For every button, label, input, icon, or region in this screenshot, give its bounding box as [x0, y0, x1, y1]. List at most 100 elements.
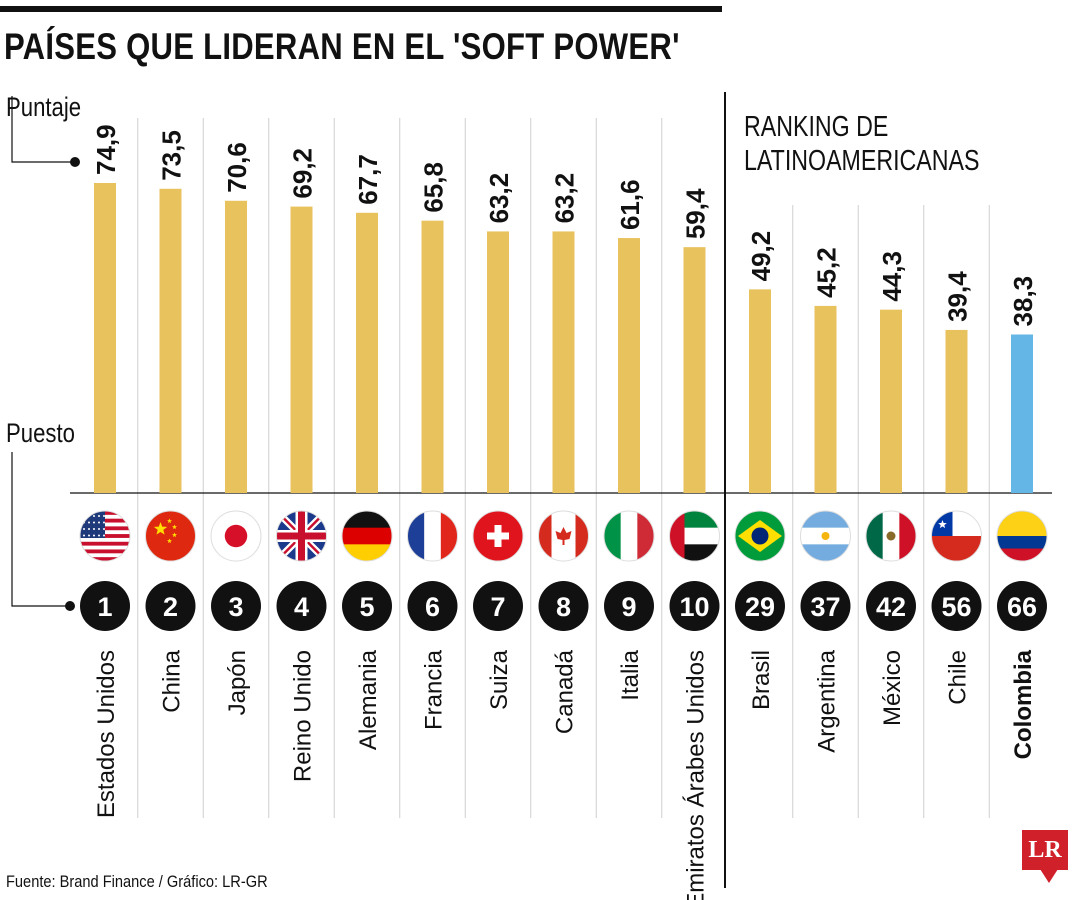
rank-badge	[80, 581, 130, 631]
rank-badge	[800, 581, 851, 631]
bar	[94, 183, 116, 493]
top-rule	[0, 6, 722, 12]
country-label: Reino Unido	[290, 650, 317, 782]
japan-flag-icon	[210, 510, 262, 562]
latam-ranking-title: RANKING DE LATINOAMERICANAS	[744, 110, 979, 178]
country-label: Chile	[945, 650, 972, 705]
brazil-flag-icon	[734, 510, 786, 562]
rank-badge	[604, 581, 654, 631]
bar-value-label: 70,6	[222, 142, 252, 193]
bar	[487, 231, 509, 493]
bar	[225, 200, 247, 493]
rank-axis-label: Puesto	[6, 418, 75, 448]
bar-value-label: 49,2	[746, 231, 776, 282]
latam-title-line1: RANKING DE	[744, 111, 889, 143]
bar	[945, 329, 968, 493]
country-label: Alemania	[355, 649, 382, 750]
country-label: Canadá	[552, 649, 579, 734]
lr-logo-tail	[1040, 869, 1058, 883]
rank-badge	[342, 581, 392, 631]
rank-badge	[473, 581, 523, 631]
bar-value-label: 59,4	[681, 188, 711, 239]
usa-flag-icon	[79, 510, 131, 562]
rank-badge	[931, 581, 982, 631]
country-label: Japón	[224, 650, 251, 715]
rank-number: 7	[490, 592, 505, 622]
rank-number: 10	[679, 592, 709, 622]
uae-flag-icon	[669, 510, 720, 562]
bar	[356, 212, 378, 493]
bar-value-label: 63,2	[550, 173, 580, 224]
country-label: Argentina	[814, 649, 841, 752]
rank-badge	[276, 581, 327, 631]
bar	[159, 188, 182, 494]
score-leader-line	[11, 96, 75, 163]
rank-badge	[538, 581, 589, 631]
rank-number: 1	[97, 592, 112, 622]
bar	[814, 305, 837, 493]
rank-number: 66	[1007, 592, 1037, 622]
rank-number: 4	[294, 592, 309, 622]
bar	[1011, 334, 1033, 493]
canada-flag-icon	[538, 510, 589, 562]
rank-number: 8	[556, 592, 571, 622]
lr-logo: LR	[1022, 830, 1068, 870]
country-label: Italia	[617, 649, 644, 700]
country-label: Francia	[421, 649, 448, 730]
bar-value-label: 73,5	[157, 130, 187, 181]
rank-number: 3	[228, 592, 243, 622]
rank-leader-dot	[65, 601, 75, 611]
argentina-flag-icon	[800, 510, 851, 562]
bar-value-label: 39,4	[943, 271, 973, 322]
bar-value-label: 61,6	[615, 179, 645, 230]
rank-leader-line	[11, 452, 70, 607]
country-label: Suiza	[486, 649, 513, 710]
chart-title: PAÍSES QUE LIDERAN EN EL 'SOFT POWER'	[4, 26, 680, 67]
bar-value-label: 45,2	[812, 247, 842, 298]
uk-flag-icon	[276, 510, 327, 562]
rank-number: 6	[425, 592, 440, 622]
bar	[552, 231, 575, 493]
bar	[749, 289, 771, 493]
rank-number: 5	[359, 592, 374, 622]
bar-value-label: 74,9	[91, 124, 121, 175]
rank-badge	[407, 581, 458, 631]
country-label: Colombia	[1010, 649, 1037, 759]
latam-title-line2: LATINOAMERICANAS	[744, 145, 980, 177]
germany-flag-icon	[341, 510, 393, 562]
bar	[421, 220, 444, 493]
rank-badge	[997, 581, 1047, 631]
bar	[683, 247, 706, 493]
country-label: Brasil	[748, 650, 775, 710]
score-axis-label: Puntaje	[6, 92, 82, 122]
rank-number: 2	[163, 592, 178, 622]
bar-value-label: 44,3	[877, 251, 907, 302]
italy-flag-icon	[603, 510, 655, 562]
bar	[618, 238, 640, 493]
bar-value-label: 38,3	[1008, 276, 1038, 327]
rank-number: 29	[745, 592, 775, 622]
country-label: Estados Unidos	[93, 650, 120, 818]
rank-number: 42	[876, 592, 906, 622]
country-label: Emiratos Árabes Unidos	[683, 650, 710, 900]
rank-number: 9	[621, 592, 636, 622]
switzerland-flag-icon	[472, 510, 524, 562]
bar-value-label: 65,8	[419, 162, 449, 213]
rank-number: 56	[941, 592, 971, 622]
country-label: China	[159, 649, 186, 712]
rank-badge	[735, 581, 785, 631]
score-leader-dot	[70, 157, 80, 167]
chile-flag-icon	[931, 510, 982, 562]
bar	[290, 206, 313, 493]
rank-badge	[669, 581, 720, 631]
bar-value-label: 69,2	[288, 148, 318, 199]
bar-value-label: 67,7	[353, 154, 383, 205]
rank-badge	[211, 581, 261, 631]
rank-number: 37	[810, 592, 840, 622]
bar	[880, 309, 902, 493]
france-flag-icon	[407, 510, 458, 562]
china-flag-icon	[145, 510, 196, 562]
mexico-flag-icon	[865, 510, 917, 562]
rank-badge	[866, 581, 916, 631]
